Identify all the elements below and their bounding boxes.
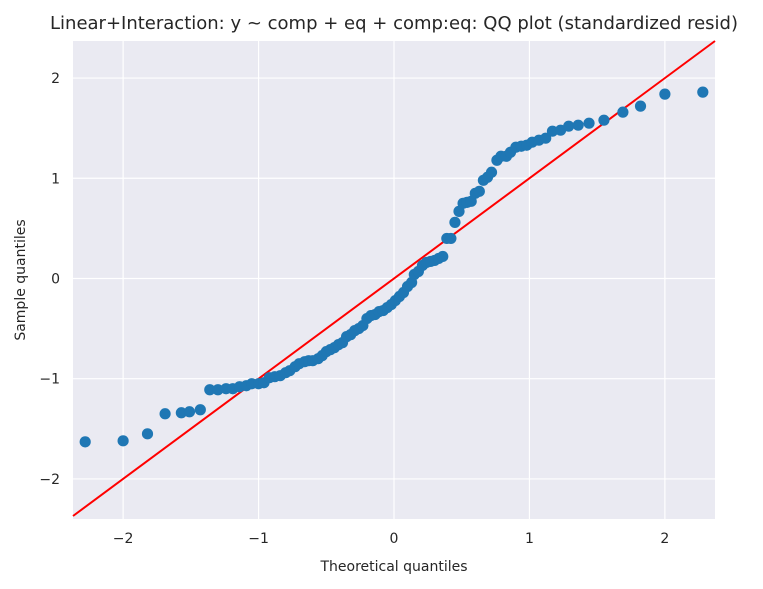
x-tick-label: −2 (113, 531, 134, 547)
chart-title: Linear+Interaction: y ~ comp + eq + comp… (50, 13, 738, 34)
x-tick-label: −1 (248, 531, 269, 547)
y-axis-label: Sample quantiles (13, 219, 29, 340)
data-points (79, 86, 709, 448)
data-point (117, 435, 129, 447)
data-point (659, 88, 671, 100)
data-point (194, 404, 206, 416)
y-tick-label: 2 (51, 71, 60, 87)
y-tick-label: −1 (39, 372, 60, 388)
data-point (563, 120, 575, 132)
x-axis-label: Theoretical quantiles (319, 559, 467, 575)
x-tick-label: 1 (525, 531, 534, 547)
y-tick-label: −2 (39, 472, 60, 488)
tick-labels: −2 −1 0 1 2 −2 −1 0 1 2 (39, 71, 669, 547)
data-point (583, 117, 595, 129)
data-point (697, 86, 709, 98)
data-point (212, 384, 224, 396)
grid-lines (73, 41, 715, 519)
x-tick-label: 2 (660, 531, 669, 547)
data-point (183, 406, 196, 418)
data-point (159, 408, 171, 420)
data-point (437, 250, 449, 263)
data-point (79, 436, 91, 448)
data-point (141, 428, 154, 440)
data-point (617, 106, 629, 118)
y-tick-label: 1 (51, 171, 60, 187)
data-point (485, 166, 498, 178)
data-point (540, 132, 552, 144)
data-point (634, 100, 647, 112)
x-tick-label: 0 (390, 531, 399, 547)
y-tick-label: 0 (51, 271, 60, 287)
data-point (473, 185, 485, 197)
data-point (598, 114, 610, 126)
data-point (572, 119, 584, 131)
data-point (546, 125, 559, 137)
data-point (449, 216, 461, 228)
data-point (204, 384, 216, 396)
data-point (445, 232, 457, 245)
data-point (175, 407, 187, 419)
